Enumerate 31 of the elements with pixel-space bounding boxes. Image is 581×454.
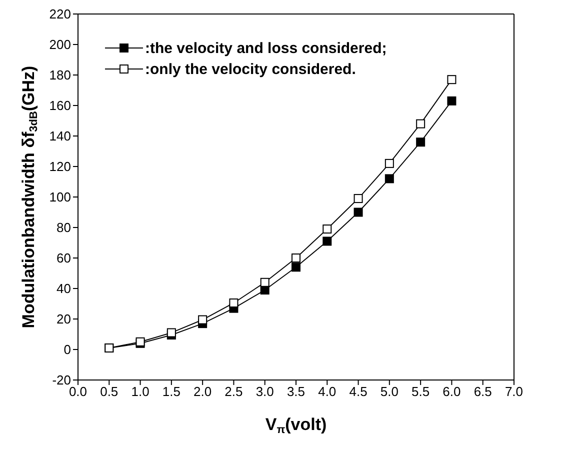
x-tick-label: 2.0 [194, 384, 212, 400]
x-tick-label: 2.5 [224, 384, 243, 400]
x-tick-label: 4.5 [349, 384, 368, 400]
x-axis-title: V$_{π}$(volt) [265, 415, 327, 436]
x-tick-label: 6.0 [442, 384, 461, 400]
x-tick-label: 3.0 [256, 384, 274, 400]
y-tick-label: 0 [64, 342, 71, 358]
y-tick-label: 140 [49, 128, 71, 144]
x-tick-label: 0.5 [100, 384, 118, 400]
y-tick-label: 80 [56, 220, 71, 236]
x-tick-label: 1.5 [162, 384, 180, 400]
x-tick-label: 5.5 [412, 384, 430, 400]
y-tick-label: 100 [49, 190, 71, 205]
y-tick-label: 40 [56, 281, 71, 296]
x-tick-label: 3.5 [286, 384, 306, 400]
y-tick-label: 180 [49, 68, 71, 83]
y-tick-label: 200 [49, 37, 71, 52]
x-tick-label: 1.0 [131, 384, 150, 400]
x-tick-label: 7.0 [504, 384, 524, 400]
y-tick-label: 20 [56, 312, 71, 327]
x-tick-label: 0.0 [68, 384, 88, 400]
y-tick-label: 120 [49, 159, 71, 174]
y-tick-label: 160 [49, 98, 71, 114]
y-tick-label: -20 [52, 372, 71, 388]
y-tick-label: 60 [56, 250, 71, 266]
legend-label: :only the velocity considered. [145, 61, 356, 78]
legend-label: :the velocity and loss considered; [145, 40, 387, 57]
x-tick-label: 4.0 [318, 384, 336, 400]
x-tick-label: 6.5 [474, 384, 492, 400]
x-tick-label: 5.0 [380, 384, 398, 400]
y-tick-label: 220 [49, 6, 71, 22]
